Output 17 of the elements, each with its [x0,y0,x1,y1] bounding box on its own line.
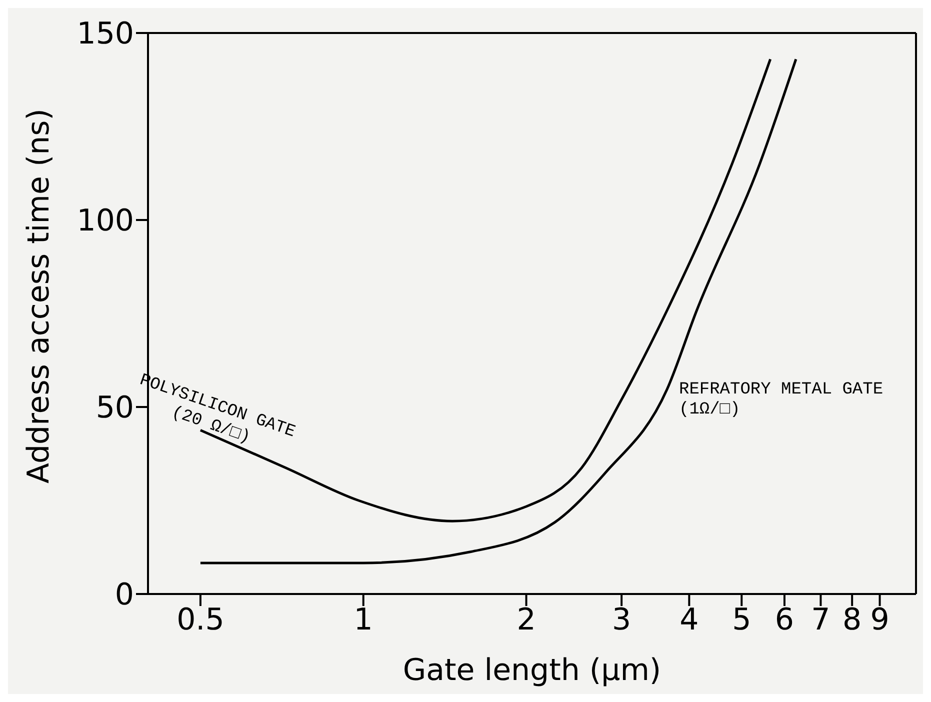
y-tick-label: 100 [76,204,134,239]
x-tick-label: 5 [732,602,752,638]
x-axis-title: Gate length (μm) [402,653,662,688]
y-tick-label: 0 [114,578,134,613]
series-label: REFRATORY METAL GATE (1Ω/□) [679,380,884,420]
x-tick-label: 7 [811,602,830,638]
x-tick-label: 0.5 [176,602,224,638]
x-tick-label: 2 [516,602,536,638]
x-tick-label: 1 [354,602,373,638]
x-tick-label: 6 [774,602,794,638]
y-tick-label: 50 [96,390,134,426]
x-tick-label: 4 [680,602,699,638]
x-tick-label: 8 [842,602,862,638]
x-tick-label: 9 [870,602,890,638]
y-tick-label: 150 [76,16,134,52]
x-tick-label: 3 [612,602,632,638]
y-axis-title: Address access time (ns) [22,108,57,484]
